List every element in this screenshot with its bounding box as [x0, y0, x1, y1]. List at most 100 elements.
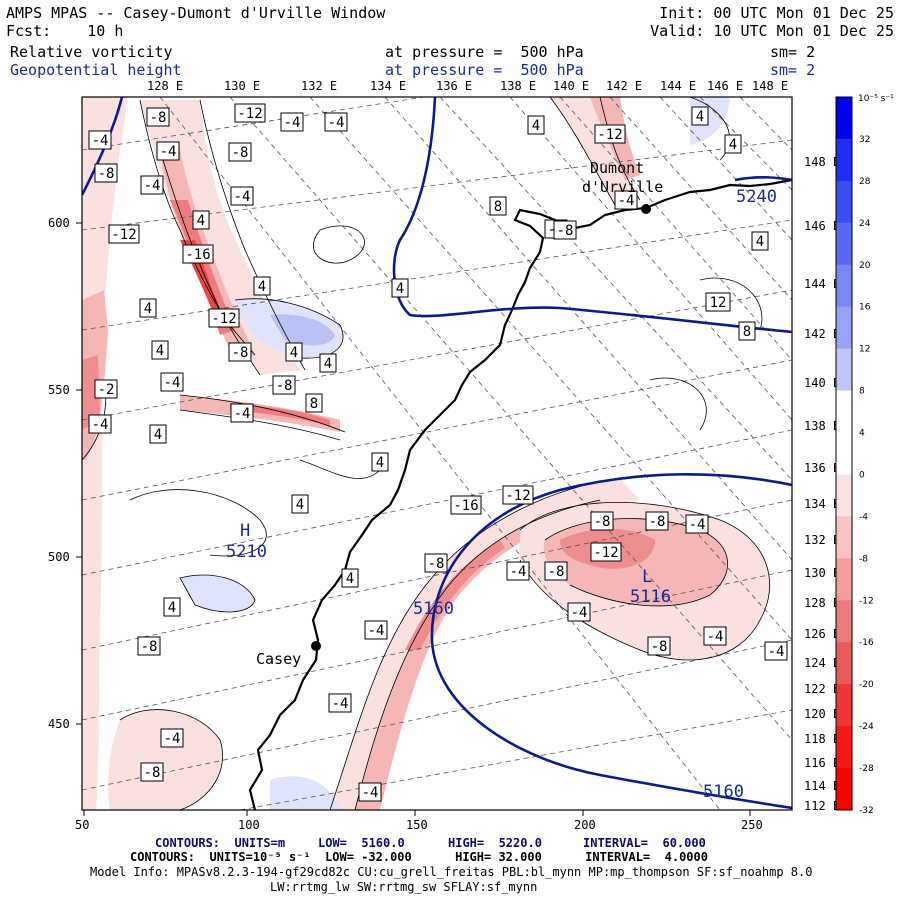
vorticity-contour-label: -4 [764, 641, 788, 661]
vorticity-contour-label: -12 [590, 542, 622, 562]
colorbar-swatch [836, 306, 852, 350]
svg-text:4: 4 [290, 345, 298, 361]
vorticity-contour-label: -8 [544, 561, 568, 581]
svg-text:-12: -12 [211, 311, 236, 327]
colorbar-swatch [836, 474, 852, 517]
footer-height-high: HIGH= 5220.0 [448, 836, 542, 850]
vorticity-contour-label: -4 [140, 175, 164, 195]
vorticity-contour-label: -2 [94, 379, 118, 399]
svg-text:-8: -8 [144, 765, 161, 781]
colorbar-swatch [836, 684, 852, 727]
plot-title: AMPS MPAS -- Casey-Dumont d'Urville Wind… [6, 4, 386, 22]
svg-text:-4: -4 [234, 406, 251, 422]
svg-text:4: 4 [396, 281, 404, 297]
vorticity-contour-label: -4 [324, 112, 348, 132]
lat-label: 144 E [804, 277, 840, 291]
vorticity-contour-label: -8 [146, 107, 170, 127]
svg-text:-8: -8 [594, 514, 611, 530]
colorbar-label: 16 [859, 303, 871, 313]
vorticity-contour-label: -4 [358, 782, 382, 802]
colorbar-swatch [836, 432, 852, 475]
svg-text:-12: -12 [597, 127, 622, 143]
colorbar-label: 24 [859, 219, 871, 229]
height-label-5210: 5210 [226, 542, 267, 562]
lat-label: 146 E [804, 219, 840, 233]
x-axis-ticks: 50 100 150 200 250 [75, 810, 763, 832]
footer-height-interval: INTERVAL= 60.000 [583, 836, 706, 850]
vorticity-contour-label: 4 [285, 342, 303, 362]
forecast-hour: 10 h [87, 22, 124, 40]
vorticity-contour-label: -8 [590, 511, 614, 531]
vorticity-contour-label: -4 [88, 130, 112, 150]
vorticity-contour-label: -4 [230, 403, 254, 423]
svg-text:4: 4 [324, 356, 332, 372]
vorticity-contour-label: -8 [140, 762, 164, 782]
vorticity-contour-label: 4 [527, 115, 545, 135]
lat-label: 126 E [804, 627, 840, 641]
svg-text:12: 12 [710, 295, 727, 311]
high-marker: H [240, 521, 250, 541]
vorticity-contour-label: 4 [253, 276, 271, 296]
height-label-5160-a: 5160 [413, 599, 454, 619]
vorticity-shading [82, 97, 792, 810]
x-tick-label: 50 [75, 818, 89, 832]
svg-text:4: 4 [258, 279, 266, 295]
forecast-label-text: Fcst: [6, 22, 52, 40]
height-label-5240: 5240 [736, 187, 777, 207]
colorbar-label: -32 [859, 806, 874, 816]
field1-level: at pressure = 500 hPa [385, 43, 584, 61]
svg-text:8: 8 [494, 199, 502, 215]
svg-text:-4: -4 [332, 696, 349, 712]
forecast-label: Fcst: 10 h [6, 22, 123, 40]
lon-label: 130 E [224, 79, 260, 93]
svg-text:-8: -8 [649, 514, 666, 530]
svg-text:-4: -4 [689, 517, 706, 533]
svg-text:-8: -8 [141, 639, 158, 655]
vorticity-contour-label: -12 [108, 224, 140, 244]
lat-label: 134 E [804, 497, 840, 511]
vorticity-contour-label: -4 [364, 620, 388, 640]
colorbar-label: -28 [859, 764, 874, 774]
svg-text:-4: -4 [362, 785, 379, 801]
casey-marker [311, 641, 321, 651]
dumont-durville-marker [641, 204, 651, 214]
colorbar: 32 28 24 20 16 12 8 4 0 -4 -8 -12 -16 -20 -24 -28 -32 [835, 96, 874, 816]
lon-label: 134 E [370, 79, 406, 93]
svg-text:4: 4 [197, 213, 205, 229]
contour-label-group: -8 -12 -4 -4 -4 -8 -4 -8 -4 -4 -12 -16 -12 -8 -4 -8 -2 -4… [88, 103, 788, 802]
vorticity-contour-label: 8 [305, 393, 323, 413]
colorbar-swatch [836, 768, 852, 811]
vorticity-contour-label: 12 [705, 292, 731, 312]
vorticity-contour-label: 4 [751, 231, 769, 251]
vorticity-contour-label: -4 [614, 190, 638, 210]
vorticity-contour-label: 8 [489, 196, 507, 216]
lat-label: 142 E [804, 327, 840, 341]
svg-text:4: 4 [144, 301, 152, 317]
svg-text:4: 4 [154, 427, 162, 443]
svg-text:-12: -12 [505, 488, 530, 504]
lat-label: 136 E [804, 461, 840, 475]
vorticity-contour-label: 4 [691, 106, 709, 126]
colorbar-frame [835, 96, 853, 811]
vorticity-contour-label: -8 [94, 163, 118, 183]
svg-text:-12: -12 [237, 106, 262, 122]
svg-text:-12: -12 [111, 227, 136, 243]
vorticity-contour-label: -8 [553, 220, 577, 240]
lon-label: 144 E [660, 79, 696, 93]
footer-vorticity-contours: CONTOURS: UNITS=10⁻⁵ s⁻¹ LOW= -32.000 HI… [130, 850, 708, 864]
svg-text:-8: -8 [232, 345, 249, 361]
vorticity-contour-label: -8 [272, 375, 296, 395]
svg-text:-4: -4 [234, 189, 251, 205]
svg-text:4: 4 [168, 600, 176, 616]
lat-label: 122 E [804, 682, 840, 696]
lon-label: 142 E [606, 79, 642, 93]
svg-text:4: 4 [376, 455, 384, 471]
vorticity-contour-label: -4 [685, 514, 709, 534]
svg-text:-16: -16 [185, 247, 210, 263]
dumont-label-line2: d'Urville [582, 178, 663, 196]
vorticity-contour-label: -12 [208, 308, 240, 328]
svg-text:-8: -8 [150, 110, 167, 126]
height-labels: 5240 5210 5116 5160 5160 H L [226, 187, 777, 802]
svg-text:-4: -4 [707, 629, 724, 645]
svg-text:4: 4 [532, 118, 540, 134]
